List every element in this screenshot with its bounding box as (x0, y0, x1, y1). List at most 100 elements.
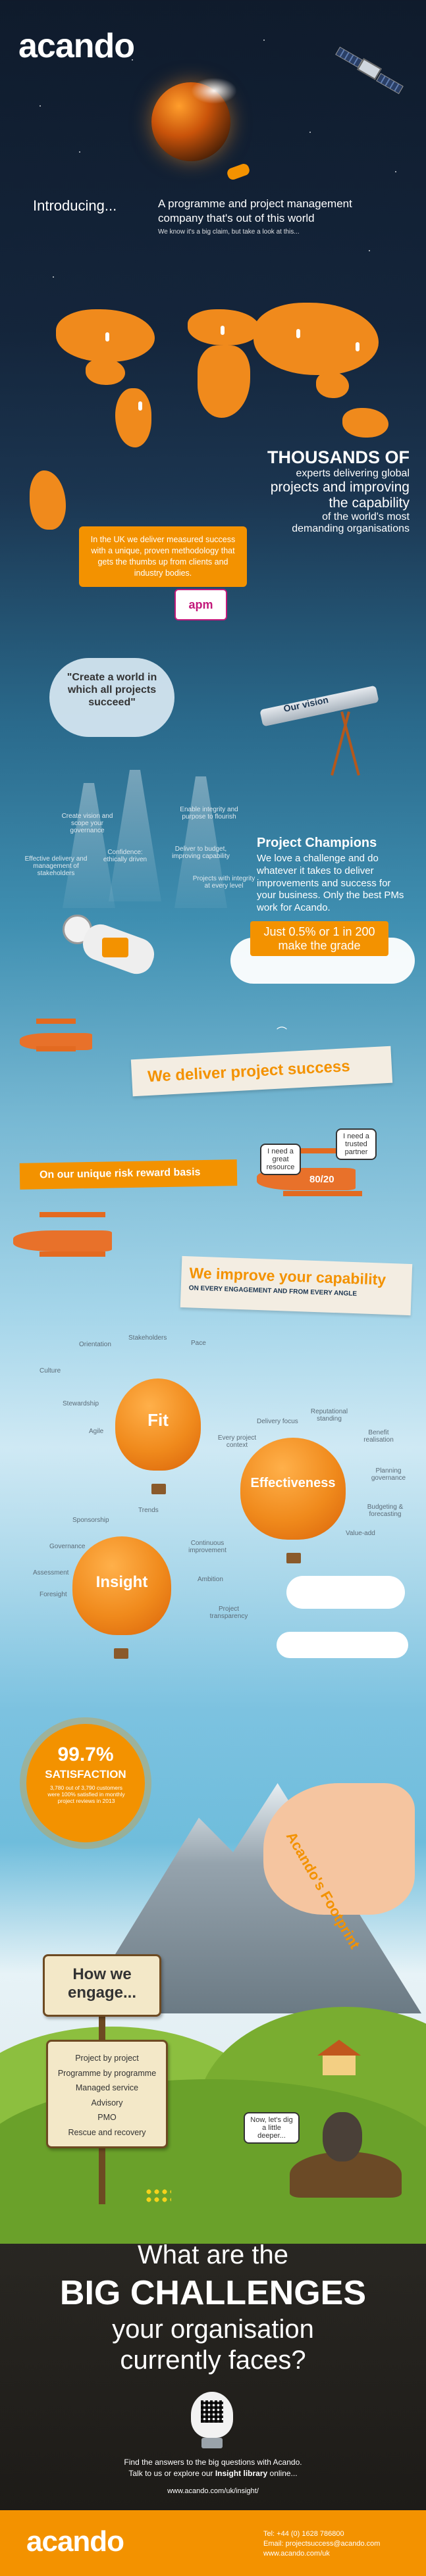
banner-risk-reward: On our unique risk reward basis (19, 1159, 238, 1190)
plane-3-wing (40, 1212, 105, 1217)
beam-label-3: Effective delivery and management of sta… (24, 855, 88, 877)
thousands-line2: projects and improving (270, 480, 410, 495)
mole-speech: Now, let's dig a little deeper... (244, 2112, 300, 2144)
balloon-insight: Insight (72, 1536, 171, 1635)
insight-library-link[interactable]: Insight library (215, 2469, 268, 2478)
telescope-tripod (331, 711, 350, 776)
astronaut-illustration (63, 915, 168, 987)
banner-risk-text: On our unique risk reward basis (39, 1167, 201, 1181)
answers-line1: Find the answers to the big questions wi… (124, 2458, 302, 2467)
engage-item: Project by project (75, 2054, 139, 2063)
thousands-title: THOUSANDS OF (267, 447, 410, 467)
champions-title: Project Champions (257, 836, 377, 850)
balloon-fit-basket (151, 1484, 166, 1494)
balloon-insight-label: Insight (95, 1573, 148, 1591)
intro-subline: We know it's a big claim, but take a loo… (158, 228, 300, 236)
astronaut-flying-icon (225, 162, 252, 182)
satisfaction-detail: 3,780 out of 3,790 customers were 100% s… (47, 1784, 125, 1805)
house-icon (323, 2053, 356, 2075)
header-logo[interactable]: acando (18, 27, 135, 65)
insight-url[interactable]: www.acando.com/uk/insight/ (167, 2487, 259, 2495)
intro-tagline-2: company that's out of this world (158, 212, 315, 224)
speech-bubble-2: I need a trusted partner (336, 1128, 377, 1160)
challenges-line3: your organisation (112, 2315, 314, 2344)
balloon-effectiveness-basket (286, 1553, 301, 1563)
footer-bar (0, 2510, 426, 2576)
flowers-icon (145, 2188, 171, 2204)
spotlight-beam (109, 770, 161, 901)
thousands-line1: experts delivering global (296, 468, 410, 479)
balloon-insight-basket (114, 1648, 128, 1659)
banner-deliver-text: We deliver project success (147, 1057, 351, 1086)
footer-web[interactable]: www.acando.com/uk (263, 2550, 330, 2558)
balloon-effectiveness-label: Effectiveness (250, 1476, 336, 1490)
satisfaction-burst (26, 1724, 145, 1842)
word-foresight: Foresight (40, 1591, 67, 1598)
engage-title-1: How we (72, 1965, 132, 1983)
word-orientation: Orientation (79, 1341, 111, 1348)
cloud-shape (286, 1576, 405, 1609)
challenges-line2: BIG CHALLENGES (59, 2274, 367, 2312)
satisfaction-label: SATISFACTION (45, 1768, 126, 1780)
beam-label-2: Enable integrity and purpose to flourish (180, 806, 238, 821)
word-benefit: Benefit realisation (363, 1429, 394, 1444)
uk-callout: In the UK we deliver measured success wi… (79, 526, 247, 587)
word-agile: Agile (89, 1428, 104, 1435)
word-assessment: Assessment (33, 1569, 69, 1577)
thousands-line4: of the world's most (322, 511, 410, 522)
balloon-effectiveness: Effectiveness (240, 1438, 346, 1540)
engage-item: Managed service (75, 2083, 139, 2092)
challenges-line1: What are the (137, 2240, 288, 2269)
banner-deliver-success: We deliver project success (130, 1046, 393, 1097)
word-pace: Pace (191, 1340, 206, 1347)
engage-item: Programme by programme (57, 2068, 157, 2078)
word-continuous: Continuous improvement (188, 1540, 226, 1554)
word-delivery-focus: Delivery focus (257, 1418, 298, 1425)
answers-line2: Talk to us or explore our Insight librar… (0, 2469, 426, 2478)
cloud-shape (277, 1632, 408, 1658)
word-governance: Governance (49, 1543, 86, 1550)
word-stakeholders: Stakeholders (128, 1334, 167, 1342)
speech-bubble-1: I need a great resource (260, 1144, 301, 1175)
word-sponsorship: Sponsorship (72, 1517, 109, 1524)
apm-badge: apm (174, 589, 227, 620)
thousands-line3: the capability (329, 495, 410, 511)
vision-cloud (49, 658, 174, 737)
word-planning: Planning governance (371, 1467, 406, 1482)
word-trends: Trends (138, 1507, 159, 1514)
plane-3-body (13, 1230, 112, 1251)
intro-introducing: Introducing... (33, 197, 117, 214)
footer-tel: Tel: +44 (0) 1628 786800 (263, 2530, 344, 2538)
apm-badge-text: apm (188, 598, 213, 611)
balloon-fit: Fit (115, 1378, 201, 1471)
beam-label-5: Deliver to budget, improving capability (172, 846, 230, 860)
champions-stat-box: Just 0.5% or 1 in 200 make the grade (250, 921, 388, 957)
planet-glow (191, 78, 237, 104)
word-ambition: Ambition (198, 1576, 223, 1583)
thousands-line5: demanding organisations (292, 523, 410, 534)
engage-item: PMO (97, 2113, 117, 2122)
word-transparency: Project transparency (209, 1605, 248, 1620)
engage-title-board: How we engage... (43, 1954, 161, 2017)
spotlight-beam (63, 783, 115, 908)
challenges-line4: currently faces? (120, 2346, 306, 2375)
champions-stat: Just 0.5% or 1 in 200 make the grade (263, 925, 375, 952)
engage-item: Rescue and recovery (68, 2127, 146, 2137)
beam-label-6: Projects with integrity at every level (192, 875, 255, 890)
engage-item: Advisory (91, 2098, 123, 2108)
beam-label-1: Create vision and scope your governance (61, 813, 113, 834)
giant-foot-illustration (263, 1783, 415, 1915)
qr-code (201, 2400, 223, 2423)
word-value-add: Value-add (346, 1530, 375, 1537)
intro-tagline-1: A programme and project management (158, 197, 352, 210)
seagull-icon: ⌒ (277, 1027, 288, 1038)
thousands-block: THOUSANDS OF experts delivering global p… (198, 447, 410, 535)
uk-map (30, 470, 66, 530)
footer-email[interactable]: Email: projectsuccess@acando.com (263, 2540, 381, 2548)
plane-1-wing (36, 1019, 76, 1024)
footer-logo[interactable]: acando (26, 2525, 124, 2558)
word-stewardship: Stewardship (63, 1400, 99, 1407)
mole-icon (323, 2112, 362, 2161)
banner-improve-capability: We improve your capability ON EVERY ENGA… (180, 1255, 413, 1316)
answers-line2-prefix: Talk to us or explore our (128, 2469, 215, 2478)
